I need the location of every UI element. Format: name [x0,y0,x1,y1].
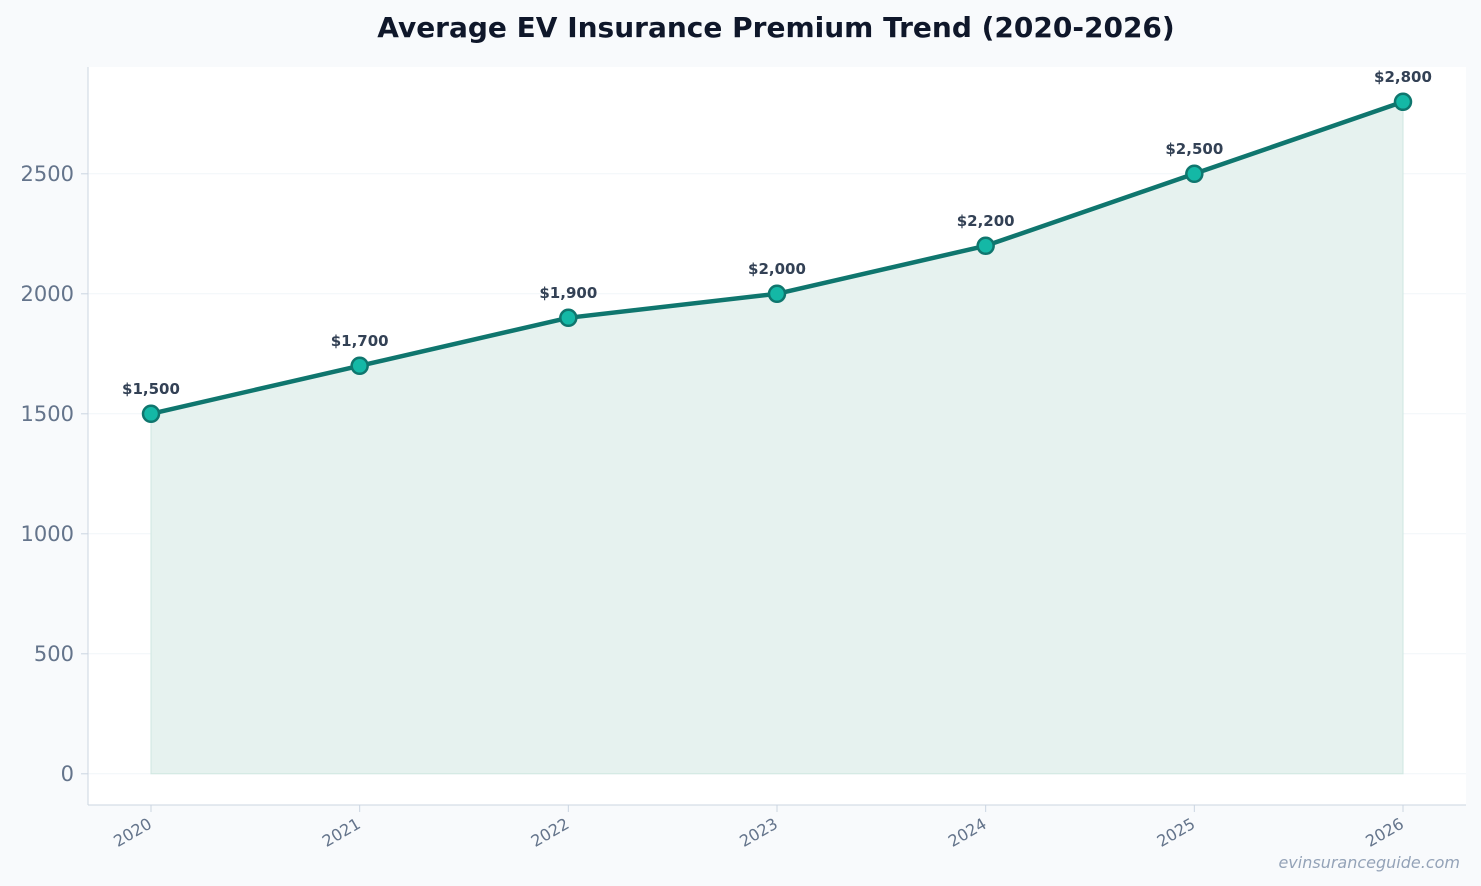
data-label-2021: $1,700 [331,332,389,350]
y-tick-label-2000: 2000 [21,282,74,306]
y-tick-label-1500: 1500 [21,402,74,426]
data-label-2023: $2,000 [748,260,806,278]
data-point-2022 [559,308,578,328]
data-point-2023 [767,284,787,304]
markers [141,92,1413,424]
data-point-2026 [1393,92,1413,112]
data-label-2025: $2,500 [1165,140,1223,158]
y-tick-label-0: 0 [61,762,74,786]
data-label-2022: $1,900 [539,284,597,302]
data-point-2020 [141,404,161,424]
data-point-2025 [1185,164,1204,184]
axes [81,67,1466,812]
chart-title: Average EV Insurance Premium Trend (2020… [377,11,1174,44]
data-point-2024 [976,236,995,256]
y-tick-label-1000: 1000 [21,522,74,546]
data-labels: $1,500 $1,700 $1,900 $2,000 $2,200 $2,500 $2,8… [122,68,1432,398]
y-tick-label-2500: 2500 [21,162,74,186]
y-tick-labels: 0 500 1000 1500 2000 2500 [21,162,74,786]
data-point-2021 [350,356,369,376]
data-label-2024: $2,200 [957,212,1015,230]
data-label-2020: $1,500 [122,380,180,398]
data-label-2026: $2,800 [1374,68,1432,86]
y-tick-label-500: 500 [34,642,74,666]
watermark: evinsuranceguide.com [1278,853,1460,872]
